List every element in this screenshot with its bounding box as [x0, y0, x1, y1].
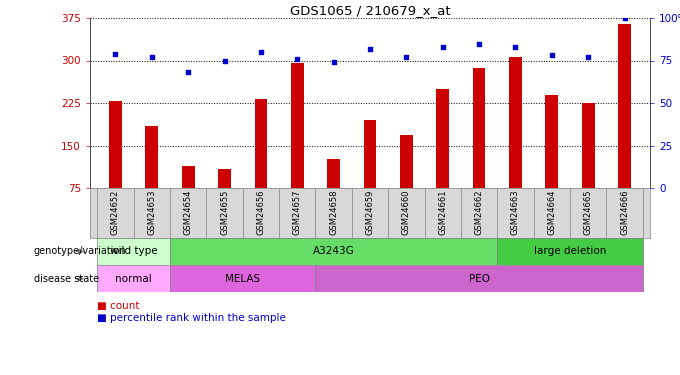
Point [292, 56, 303, 62]
Text: wild type: wild type [110, 246, 158, 256]
Bar [364, 120, 376, 188]
Bar [291, 63, 304, 188]
Bar [437, 89, 449, 188]
Text: normal: normal [116, 273, 152, 284]
Bar [497, 238, 643, 265]
Text: GSM24654: GSM24654 [184, 189, 192, 235]
Text: GSM24663: GSM24663 [511, 189, 520, 235]
Bar [170, 265, 316, 292]
Text: GSM24660: GSM24660 [402, 189, 411, 235]
Text: GSM24664: GSM24664 [547, 189, 556, 235]
Title: GDS1065 / 210679_x_at: GDS1065 / 210679_x_at [290, 4, 450, 17]
Point [401, 54, 412, 60]
Point [183, 69, 194, 75]
Text: MELAS: MELAS [225, 273, 260, 284]
Bar [109, 101, 122, 188]
Text: genotype/variation: genotype/variation [34, 246, 126, 256]
Text: ■ count: ■ count [97, 301, 139, 311]
Bar [218, 169, 231, 188]
Text: large deletion: large deletion [534, 246, 606, 256]
Bar [327, 159, 340, 188]
Text: GSM24652: GSM24652 [111, 189, 120, 235]
Text: A3243G: A3243G [313, 246, 354, 256]
Text: GSM24665: GSM24665 [583, 189, 593, 235]
Point [364, 46, 375, 52]
Point [619, 15, 630, 21]
Bar [473, 68, 486, 188]
Bar [97, 265, 170, 292]
Point [328, 59, 339, 65]
Text: disease state: disease state [34, 273, 99, 284]
Bar [582, 103, 594, 188]
Text: GSM24662: GSM24662 [475, 189, 483, 235]
Point [219, 57, 230, 63]
Bar [254, 99, 267, 188]
Text: PEO: PEO [469, 273, 490, 284]
Point [256, 49, 267, 55]
Text: GSM24658: GSM24658 [329, 189, 338, 235]
Bar [618, 24, 631, 188]
Point [583, 54, 594, 60]
Text: ■ percentile rank within the sample: ■ percentile rank within the sample [97, 313, 286, 323]
Point [437, 44, 448, 50]
Bar [316, 265, 643, 292]
Text: GSM24657: GSM24657 [293, 189, 302, 235]
Point [110, 51, 121, 57]
Text: GSM24661: GSM24661 [438, 189, 447, 235]
Text: GSM24656: GSM24656 [256, 189, 265, 235]
Point [474, 40, 485, 46]
Text: GSM24653: GSM24653 [148, 189, 156, 235]
Point [546, 53, 557, 58]
Bar [182, 166, 194, 188]
Bar [545, 94, 558, 188]
Bar [146, 126, 158, 188]
Bar [509, 57, 522, 188]
Bar [400, 135, 413, 188]
Bar [97, 238, 170, 265]
Point [146, 54, 157, 60]
Text: GSM24655: GSM24655 [220, 189, 229, 235]
Point [510, 44, 521, 50]
Bar [170, 238, 497, 265]
Text: GSM24666: GSM24666 [620, 189, 629, 235]
Text: GSM24659: GSM24659 [366, 189, 375, 235]
